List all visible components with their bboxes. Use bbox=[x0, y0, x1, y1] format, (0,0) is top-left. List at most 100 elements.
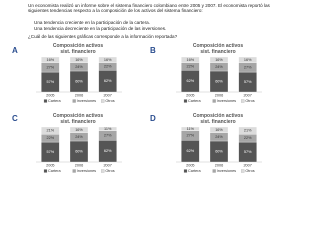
chart-title: Composición activos sist. financiero bbox=[52, 43, 104, 55]
value-label: 21% bbox=[47, 129, 55, 133]
legend-swatch bbox=[241, 169, 245, 173]
value-label: 11% bbox=[187, 127, 195, 131]
legend-swatch bbox=[101, 99, 105, 103]
legend-label: Otros bbox=[105, 99, 114, 103]
x-tick-label: 2005 bbox=[186, 94, 194, 98]
chart-title: Composición activos sist. financiero bbox=[192, 43, 244, 55]
value-label: 16% bbox=[187, 58, 195, 62]
bar-segment bbox=[209, 126, 229, 133]
chart-title: Composición activos sist. financiero bbox=[192, 113, 244, 125]
bullet: Una tendencia creciente en la participac… bbox=[34, 20, 150, 25]
legend-label: Inversiones bbox=[77, 99, 97, 103]
legend-label: Otros bbox=[245, 99, 254, 103]
bar-segment bbox=[41, 126, 60, 135]
value-label: 57% bbox=[244, 80, 252, 84]
value-label: 16% bbox=[244, 58, 252, 62]
chart-plot: 57% 22% 21% 2005 60% 24% 16% 2006 62% 27% 11% 2007 C… bbox=[36, 126, 122, 173]
bar-segment bbox=[238, 56, 257, 63]
legend-label: Cartera bbox=[48, 99, 62, 103]
legend-swatch bbox=[101, 169, 105, 173]
value-label: 24% bbox=[75, 135, 83, 139]
value-label: 62% bbox=[187, 79, 195, 83]
option-letter: C bbox=[12, 114, 18, 123]
page: Un economista realizó un informe sobre e… bbox=[12, 3, 270, 176]
legend-label: Otros bbox=[105, 169, 114, 173]
legend-swatch bbox=[72, 169, 76, 173]
legend-swatch bbox=[43, 99, 48, 103]
value-label: 27% bbox=[244, 65, 252, 69]
legend-label: Inversiones bbox=[217, 99, 237, 103]
legend-swatch bbox=[241, 99, 245, 103]
question: ¿Cuál de las siguientes gráficas corresp… bbox=[28, 34, 178, 39]
value-label: 22% bbox=[187, 64, 195, 68]
value-label: 57% bbox=[47, 80, 55, 84]
x-tick-label: 2006 bbox=[75, 94, 83, 98]
legend-label: Cartera bbox=[188, 169, 202, 173]
x-tick-label: 2005 bbox=[46, 164, 54, 168]
chart: Composición activos sist. financiero 62% 2… bbox=[170, 43, 266, 106]
legend-label: Cartera bbox=[48, 169, 62, 173]
bar-segment bbox=[41, 56, 60, 63]
value-label: 21% bbox=[244, 129, 252, 133]
chart: Composición activos sist. financiero 62% 2… bbox=[170, 113, 266, 176]
bar-segment bbox=[69, 56, 89, 63]
legend-swatch bbox=[72, 99, 76, 103]
bar-segment bbox=[238, 126, 257, 135]
value-label: 16% bbox=[215, 58, 223, 62]
chart-title: Composición activos sist. financiero bbox=[52, 113, 104, 125]
value-label: 16% bbox=[215, 128, 223, 132]
bar-segment bbox=[69, 126, 89, 133]
x-tick-label: 2006 bbox=[75, 164, 83, 168]
value-label: 60% bbox=[75, 80, 83, 84]
legend-label: Inversiones bbox=[217, 169, 237, 173]
bar-segment bbox=[181, 56, 200, 63]
x-tick-label: 2006 bbox=[215, 164, 223, 168]
value-label: 57% bbox=[244, 150, 252, 154]
x-tick-label: 2007 bbox=[243, 94, 251, 98]
x-tick-label: 2007 bbox=[103, 94, 111, 98]
value-label: 62% bbox=[187, 149, 195, 153]
chart: Composición activos sist. financiero 57% 2… bbox=[30, 43, 126, 106]
value-label: 22% bbox=[104, 64, 112, 68]
value-label: 60% bbox=[215, 80, 223, 84]
chart-plot: 62% 22% 16% 2005 60% 24% 16% 2006 57% 27% 16% 2007 C… bbox=[176, 56, 262, 103]
legend-swatch bbox=[212, 169, 216, 173]
x-tick-label: 2005 bbox=[46, 94, 54, 98]
value-label: 27% bbox=[187, 134, 195, 138]
legend-swatch bbox=[43, 169, 48, 173]
value-label: 60% bbox=[215, 150, 223, 154]
legend-swatch bbox=[212, 99, 216, 103]
intro: Un economista realizó un informe sobre e… bbox=[28, 3, 270, 14]
value-label: 60% bbox=[75, 150, 83, 154]
legend-label: Inversiones bbox=[77, 169, 97, 173]
value-label: 57% bbox=[47, 150, 55, 154]
value-label: 24% bbox=[215, 135, 223, 139]
legend-swatch bbox=[183, 169, 188, 173]
value-label: 16% bbox=[75, 58, 83, 62]
chart: Composición activos sist. financiero 57% 2… bbox=[30, 113, 126, 176]
bar-segment bbox=[181, 126, 200, 131]
x-tick-label: 2005 bbox=[186, 164, 194, 168]
option-letter: A bbox=[12, 46, 18, 55]
value-label: 62% bbox=[104, 149, 112, 153]
bar-segment bbox=[98, 126, 117, 131]
bullet: Una tendencia decreciente en la particip… bbox=[34, 26, 167, 31]
bar-segment bbox=[209, 56, 229, 63]
x-tick-label: 2007 bbox=[243, 164, 251, 168]
chart-plot: 62% 27% 11% 2005 60% 24% 16% 2006 57% 22% 21% 2007 C… bbox=[176, 126, 262, 173]
legend-label: Cartera bbox=[188, 99, 202, 103]
chart-plot: 57% 27% 16% 2005 60% 24% 16% 2006 62% 22% 16% 2007 C… bbox=[36, 56, 122, 103]
value-label: 16% bbox=[104, 58, 112, 62]
value-label: 16% bbox=[47, 58, 55, 62]
value-label: 24% bbox=[75, 65, 83, 69]
value-label: 27% bbox=[104, 134, 112, 138]
option-letter: D bbox=[150, 114, 156, 123]
x-tick-label: 2007 bbox=[103, 164, 111, 168]
value-label: 16% bbox=[75, 128, 83, 132]
bar-segment bbox=[98, 56, 117, 63]
value-label: 62% bbox=[104, 79, 112, 83]
value-label: 22% bbox=[244, 136, 252, 140]
value-label: 22% bbox=[47, 136, 55, 140]
value-label: 24% bbox=[215, 65, 223, 69]
value-label: 27% bbox=[47, 65, 55, 69]
